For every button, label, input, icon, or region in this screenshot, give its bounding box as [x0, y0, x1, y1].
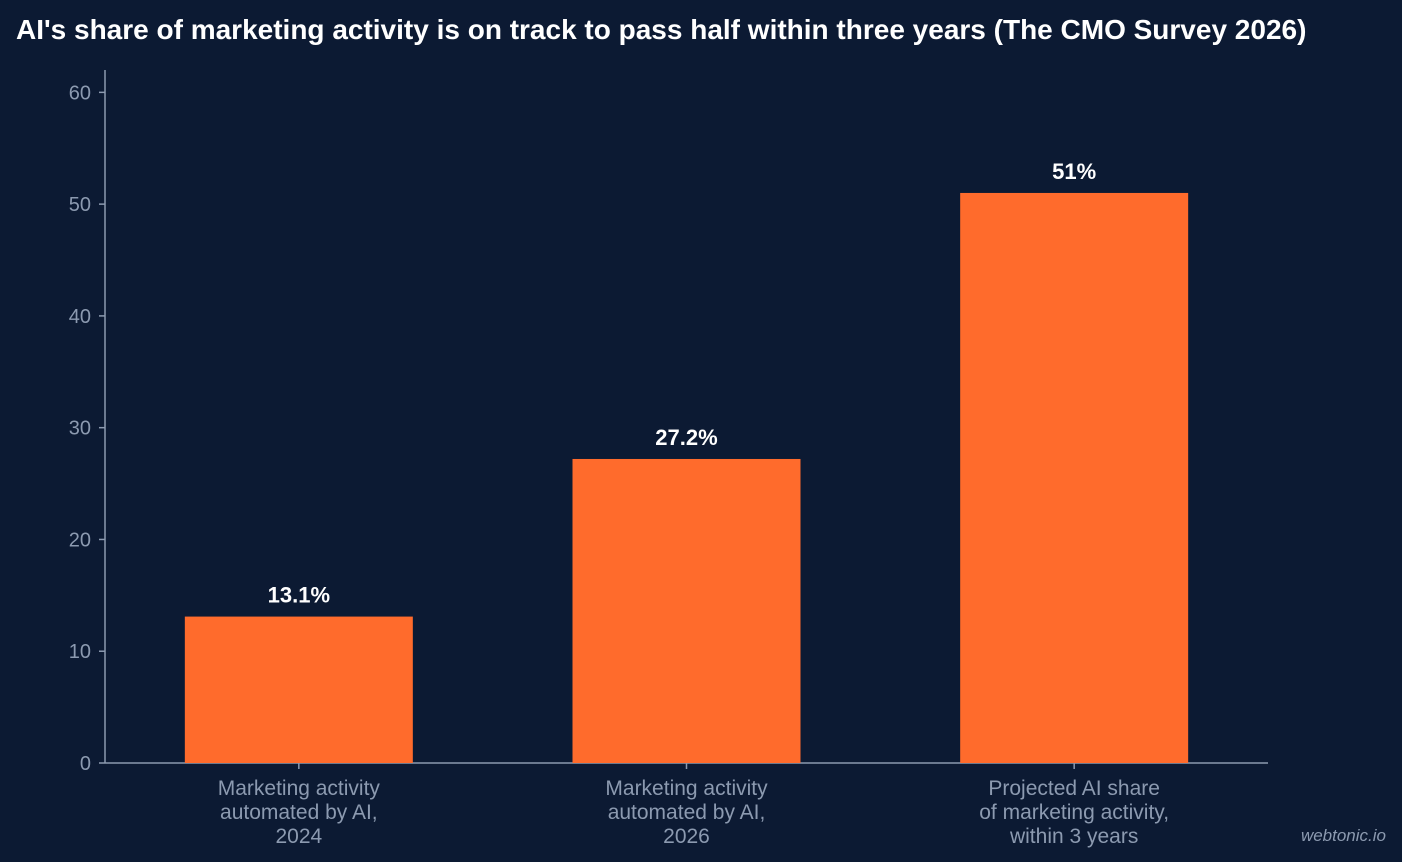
x-category-label-line: within 3 years [1009, 825, 1138, 848]
bar [572, 458, 801, 763]
y-tick-label: 20 [69, 529, 91, 551]
watermark: webtonic.io [1301, 826, 1386, 845]
chart-title: AI's share of marketing activity is on t… [16, 14, 1306, 45]
x-category-label-line: 2026 [663, 825, 710, 848]
y-tick-label: 40 [69, 306, 91, 328]
y-tick-label: 50 [69, 194, 91, 216]
x-category-label-line: Projected AI share [988, 777, 1160, 800]
x-category-label-line: automated by AI, [608, 801, 766, 824]
bar [960, 192, 1189, 764]
bar-value-label: 51% [1052, 159, 1096, 184]
bar-value-label: 13.1% [268, 583, 330, 608]
bar [184, 616, 413, 763]
x-category-label-line: 2024 [275, 825, 322, 848]
y-tick-label: 30 [69, 418, 91, 440]
bars [184, 192, 1189, 764]
x-category-label-line: automated by AI, [220, 801, 378, 824]
y-tick-label: 10 [69, 641, 91, 663]
y-tick-label: 60 [69, 82, 91, 104]
bar-value-label: 27.2% [655, 425, 717, 450]
x-category-label-line: Marketing activity [605, 777, 768, 800]
y-tick-label: 0 [80, 753, 91, 775]
x-category-label-line: of marketing activity, [979, 801, 1169, 824]
x-category-label-line: Marketing activity [218, 777, 381, 800]
data-labels: 13.1% 27.2% 51% [268, 159, 1097, 608]
